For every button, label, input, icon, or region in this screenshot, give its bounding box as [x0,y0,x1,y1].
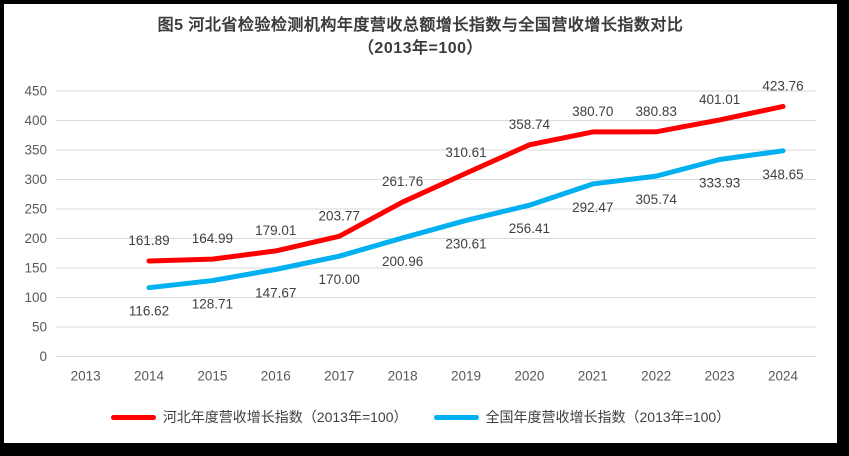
national-data-label: 348.65 [762,167,803,182]
x-axis-tick-label: 2014 [134,369,165,384]
x-axis-tick-label: 2018 [388,369,418,384]
x-axis-tick-label: 2015 [197,369,227,384]
national-series-line [146,148,786,291]
y-axis-tick-label: 200 [24,231,47,246]
national-data-label: 305.74 [636,192,678,207]
x-axis-tick-label: 2022 [641,369,671,384]
hebei-data-label: 203.77 [319,208,360,223]
national-data-label: 170.00 [319,272,360,287]
legend-item-hebei: 河北年度营收增长指数（2013年=100） [110,407,408,427]
y-axis-tick-label: 300 [24,172,47,187]
national-data-label: 128.71 [192,297,233,312]
hebei-data-label: 423.76 [762,78,803,93]
legend-item-national: 全国年度营收增长指数（2013年=100） [433,407,731,427]
x-axis-tick-label: 2019 [451,369,481,384]
chart-title: 图5 河北省检验检测机构年度营收总额增长指数与全国营收增长指数对比 （2013年… [4,14,837,60]
x-axis-tick-label: 2013 [71,369,101,384]
national-data-label: 333.93 [699,175,740,190]
y-axis-tick-label: 400 [24,113,47,128]
national-data-label: 292.47 [572,200,613,215]
x-axis-tick-label: 2016 [261,369,291,384]
hebei-data-label: 164.99 [192,231,233,246]
chart-title-line2: （2013年=100） [357,40,484,57]
y-axis-tick-label: 350 [24,143,47,158]
hebei-data-label: 261.76 [382,174,423,189]
hebei-data-label: 161.89 [128,233,169,248]
legend-label-national: 全国年度营收增长指数（2013年=100） [485,409,731,425]
hebei-series-marker [110,414,156,420]
x-axis-tick-label: 2020 [514,369,544,384]
hebei-data-label: 358.74 [509,117,551,132]
legend-label-hebei: 河北年度营收增长指数（2013年=100） [162,409,408,425]
x-axis-tick-label: 2017 [324,369,354,384]
national-data-label: 147.67 [255,285,296,300]
hebei-data-label: 310.61 [445,145,486,160]
legend: 河北年度营收增长指数（2013年=100） 全国年度营收增长指数（2013年=1… [4,406,837,428]
y-axis-tick-label: 450 [24,84,47,99]
chart-title-line1: 图5 河北省检验检测机构年度营收总额增长指数与全国营收增长指数对比 [157,17,684,34]
hebei-data-label: 380.83 [636,104,677,119]
national-data-label: 116.62 [129,304,169,319]
y-axis-tick-label: 150 [24,261,47,276]
hebei-data-label: 380.70 [572,104,613,119]
x-axis-tick-label: 2024 [768,369,799,384]
line-chart: 0 50 100 150 200 250 300 350 400 450 2013 2014 2015 2… [24,78,816,384]
y-axis-tick-label: 250 [24,202,47,217]
hebei-series-line [146,103,786,264]
national-data-label: 230.61 [445,236,486,251]
national-series-marker [433,414,479,420]
y-axis-tick-label: 0 [39,349,47,364]
national-data-label: 256.41 [509,221,550,236]
x-axis-tick-label: 2021 [578,369,608,384]
y-axis-tick-label: 50 [32,320,47,335]
hebei-data-label: 401.01 [699,92,740,107]
x-axis-tick-label: 2023 [705,369,735,384]
national-data-label: 200.96 [382,254,423,269]
y-axis-tick-label: 100 [24,290,47,305]
hebei-data-label: 179.01 [255,223,296,238]
